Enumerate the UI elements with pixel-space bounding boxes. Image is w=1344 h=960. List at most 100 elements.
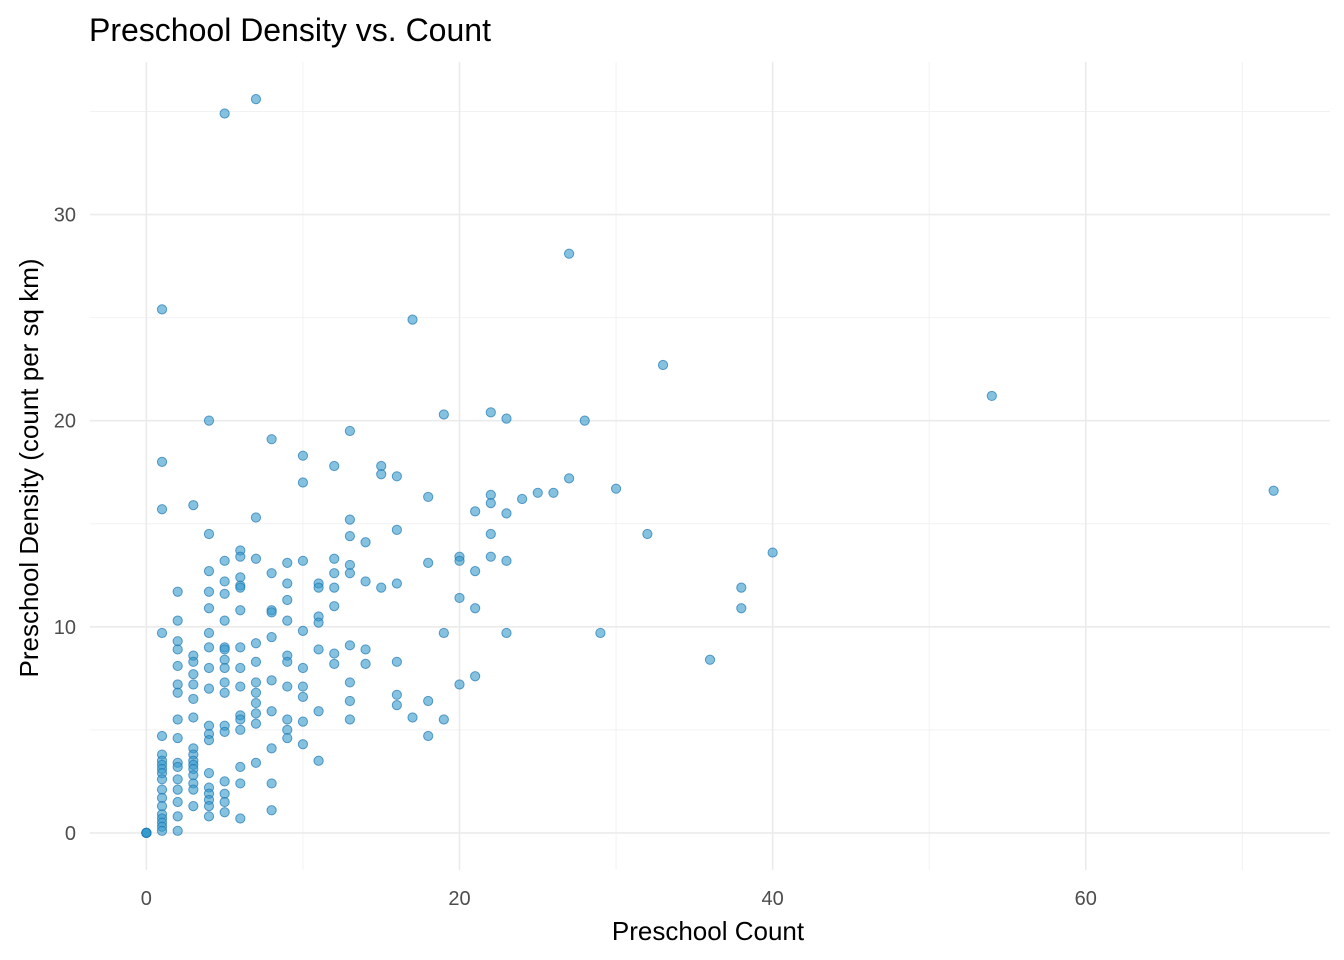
scatter-point — [344, 514, 355, 525]
scatter-point — [188, 693, 199, 705]
scatter-point — [156, 504, 168, 515]
scatter-point — [250, 677, 262, 688]
scatter-point — [297, 555, 309, 566]
scatter-point — [203, 528, 215, 540]
scatter-point — [391, 656, 402, 667]
scatter-point — [235, 551, 246, 562]
scatter-point — [250, 94, 262, 105]
y-tick-label: 20 — [54, 411, 76, 433]
scatter-point — [501, 508, 512, 519]
y-tick-label: 10 — [54, 617, 76, 639]
y-tick-label: 0 — [65, 823, 76, 845]
scatter-point — [517, 493, 528, 505]
scatter-point — [188, 712, 199, 723]
scatter-point — [313, 582, 324, 593]
scatter-point — [454, 555, 465, 566]
scatter-point — [423, 491, 434, 503]
scatter-point — [219, 588, 230, 599]
scatter-point — [172, 660, 183, 672]
scatter-point — [485, 407, 496, 418]
scatter-point — [313, 644, 324, 655]
grid-lines — [90, 62, 1330, 870]
scatter-point — [501, 555, 512, 566]
scatter-point — [767, 547, 778, 558]
scatter-point — [266, 743, 277, 754]
scatter-point — [235, 778, 246, 789]
scatter-point — [610, 483, 622, 494]
scatter-point — [407, 314, 418, 325]
scatter-point — [344, 425, 355, 437]
scatter-point — [391, 524, 402, 535]
scatter-point — [188, 500, 199, 511]
scatter-point — [438, 409, 449, 420]
scatter-point — [485, 528, 496, 540]
scatter-point — [329, 553, 340, 564]
scatter-point — [376, 582, 387, 593]
scatter-point — [360, 537, 371, 548]
scatter-point — [391, 471, 402, 482]
scatter-point — [266, 607, 277, 618]
scatter-point — [172, 774, 183, 785]
scatter-point — [203, 811, 215, 822]
scatter-point — [360, 576, 371, 587]
tick-labels: 0 20 40 60 0 10 20 30 — [54, 205, 1097, 910]
scatter-point — [329, 568, 340, 579]
scatter-point — [344, 714, 355, 725]
scatter-point — [235, 681, 246, 692]
scatter-point — [156, 456, 168, 467]
scatter-point — [329, 582, 340, 593]
scatter-point — [423, 695, 434, 707]
x-tick-label: 40 — [762, 888, 784, 910]
scatter-point — [470, 566, 481, 577]
scatter-point — [344, 695, 355, 707]
scatter-point — [219, 555, 230, 566]
scatter-point — [219, 687, 230, 698]
scatter-point — [438, 714, 449, 725]
scatter-point — [219, 108, 230, 119]
scatter-point — [297, 477, 309, 488]
scatter-point — [203, 566, 215, 577]
scatter-point — [156, 627, 168, 639]
scatter-point — [235, 605, 246, 616]
scatter-point — [203, 735, 215, 746]
scatter-point — [250, 687, 262, 698]
scatter-point — [266, 631, 277, 643]
scatter-point — [235, 662, 246, 674]
scatter-point — [297, 450, 309, 461]
scatter-point — [188, 679, 199, 690]
scatter-point — [156, 304, 168, 315]
scatter-point — [501, 413, 512, 424]
scatter-point — [297, 739, 309, 750]
data-points — [141, 94, 1279, 838]
scatter-point — [454, 592, 465, 604]
scatter-point — [657, 359, 669, 371]
scatter-point — [235, 761, 246, 773]
scatter-point — [203, 768, 215, 779]
scatter-point — [313, 706, 324, 717]
scatter-point — [595, 627, 606, 639]
scatter-point — [250, 757, 262, 768]
scatter-point — [235, 714, 246, 725]
scatter-point — [172, 825, 183, 836]
scatter-point — [704, 654, 716, 665]
scatter-point — [172, 796, 183, 808]
x-axis-title: Preschool Count — [612, 916, 805, 946]
scatter-point — [203, 801, 215, 812]
scatter-point — [203, 586, 215, 597]
scatter-point — [470, 603, 481, 614]
scatter-point — [1268, 485, 1279, 496]
scatter-point — [219, 807, 230, 818]
scatter-point — [266, 434, 277, 445]
scatter-point — [282, 557, 293, 568]
scatter-point — [563, 473, 575, 484]
scatter-point — [172, 615, 183, 626]
scatter-point — [736, 603, 747, 614]
scatter-point — [219, 726, 230, 737]
scatter-point — [219, 662, 230, 674]
scatter-point — [360, 658, 371, 669]
scatter-point — [235, 813, 246, 824]
scatter-point — [219, 796, 230, 808]
y-tick-label: 30 — [54, 205, 76, 227]
scatter-point — [235, 724, 246, 735]
scatter-point — [203, 683, 215, 694]
